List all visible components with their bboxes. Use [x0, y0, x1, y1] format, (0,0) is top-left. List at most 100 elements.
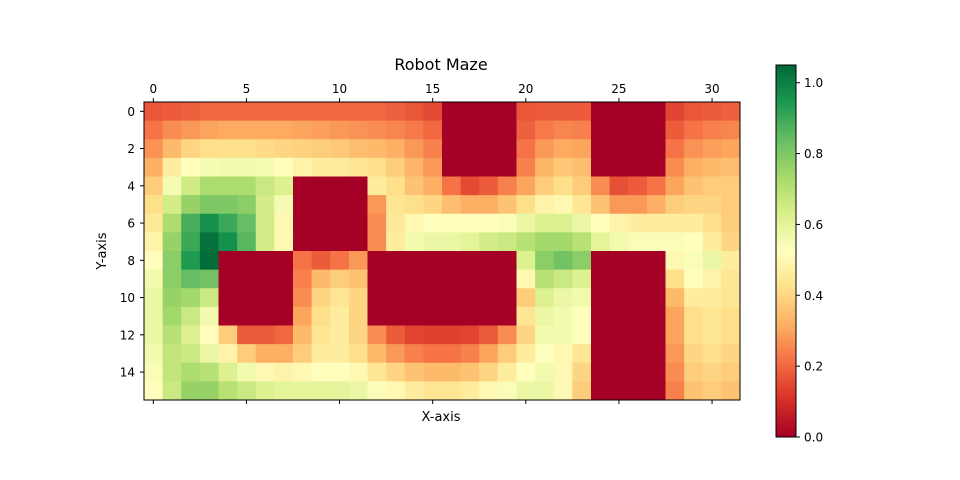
heatmap-cell — [628, 344, 648, 364]
heatmap-cell — [218, 306, 238, 326]
heatmap-cell — [367, 251, 387, 271]
heatmap-cell — [348, 325, 368, 345]
heatmap-cell — [199, 195, 219, 215]
heatmap-cell — [274, 213, 294, 233]
heatmap-cell — [497, 269, 517, 289]
heatmap-cell — [181, 288, 201, 308]
y-tick-label: 2 — [127, 142, 135, 156]
y-tick-label: 8 — [127, 254, 135, 268]
heatmap-cell — [162, 344, 182, 364]
heatmap-cell — [702, 251, 722, 271]
x-tick-label: 20 — [518, 82, 533, 96]
heatmap-cell — [199, 288, 219, 308]
colorbar-tick-label: 1.0 — [804, 76, 823, 90]
heatmap-cell — [386, 102, 406, 122]
heatmap-cell — [348, 195, 368, 215]
heatmap-cell — [330, 381, 350, 401]
heatmap-cell — [684, 306, 704, 326]
heatmap-cell — [144, 232, 164, 252]
heatmap-cell — [404, 102, 424, 122]
heatmap-cell — [628, 195, 648, 215]
heatmap-cell — [646, 195, 666, 215]
heatmap-cell — [199, 213, 219, 233]
heatmap-cell — [311, 288, 331, 308]
heatmap-cell — [609, 344, 629, 364]
heatmap-cell — [497, 306, 517, 326]
colorbar-tick-label: 0.8 — [804, 147, 823, 161]
heatmap-cell — [628, 176, 648, 196]
heatmap-cell — [516, 325, 536, 345]
heatmap-cell — [535, 176, 555, 196]
heatmap-cell — [311, 139, 331, 159]
heatmap-cell — [684, 120, 704, 140]
heatmap-cell — [404, 157, 424, 177]
heatmap-cell — [181, 306, 201, 326]
heatmap-cell — [628, 306, 648, 326]
heatmap-cell — [218, 139, 238, 159]
heatmap-cell — [591, 232, 611, 252]
heatmap-cell — [274, 269, 294, 289]
heatmap-cell — [721, 325, 741, 345]
heatmap-cell — [162, 381, 182, 401]
heatmap-cell — [386, 176, 406, 196]
heatmap-cell — [330, 251, 350, 271]
heatmap-cell — [293, 381, 313, 401]
heatmap-cell — [181, 176, 201, 196]
heatmap-cell — [367, 120, 387, 140]
heatmap-cell — [535, 288, 555, 308]
heatmap-cell — [348, 306, 368, 326]
heatmap-cell — [479, 157, 499, 177]
heatmap-cell — [516, 362, 536, 382]
heatmap-cell — [311, 176, 331, 196]
heatmap-cell — [516, 306, 536, 326]
heatmap-cell — [218, 362, 238, 382]
heatmap-cell — [572, 102, 592, 122]
heatmap-cell — [293, 306, 313, 326]
heatmap-cell — [609, 306, 629, 326]
heatmap-cell — [497, 362, 517, 382]
heatmap-cell — [628, 213, 648, 233]
heatmap-cell — [721, 288, 741, 308]
heatmap-cell — [144, 176, 164, 196]
heatmap-cell — [665, 120, 685, 140]
y-ticks: 0 2 4 6 8 10 12 14 — [120, 105, 144, 380]
heatmap-cell — [386, 306, 406, 326]
heatmap-cell — [367, 195, 387, 215]
heatmap-cell — [479, 325, 499, 345]
heatmap-cell — [628, 139, 648, 159]
heatmap-cell — [181, 251, 201, 271]
heatmap-cell — [535, 102, 555, 122]
heatmap-cell — [255, 288, 275, 308]
heatmap-cell — [274, 325, 294, 345]
heatmap-cell — [162, 213, 182, 233]
heatmap-cell — [330, 288, 350, 308]
heatmap-cell — [535, 232, 555, 252]
heatmap-cell — [535, 195, 555, 215]
heatmap-cell — [553, 344, 573, 364]
heatmap-cell — [386, 288, 406, 308]
heatmap-cell — [423, 288, 443, 308]
heatmap-cell — [572, 176, 592, 196]
heatmap-cell — [479, 195, 499, 215]
heatmap-cell — [237, 381, 257, 401]
heatmap-cell — [665, 232, 685, 252]
heatmap-cell — [237, 102, 257, 122]
heatmap-cell — [628, 157, 648, 177]
heatmap-cell — [199, 120, 219, 140]
heatmap-cell — [572, 306, 592, 326]
heatmap-cell — [665, 251, 685, 271]
heatmap-cell — [516, 139, 536, 159]
heatmap-cell — [665, 157, 685, 177]
heatmap-cell — [237, 176, 257, 196]
heatmap-cell — [367, 269, 387, 289]
heatmap-cell — [348, 213, 368, 233]
heatmap-cell — [404, 306, 424, 326]
heatmap-cell — [442, 325, 462, 345]
heatmap-cell — [553, 213, 573, 233]
heatmap-cell — [479, 213, 499, 233]
heatmap-cell — [646, 102, 666, 122]
heatmap-cell — [609, 381, 629, 401]
heatmap-cell — [535, 269, 555, 289]
heatmap-cell — [404, 232, 424, 252]
heatmap-cell — [255, 102, 275, 122]
